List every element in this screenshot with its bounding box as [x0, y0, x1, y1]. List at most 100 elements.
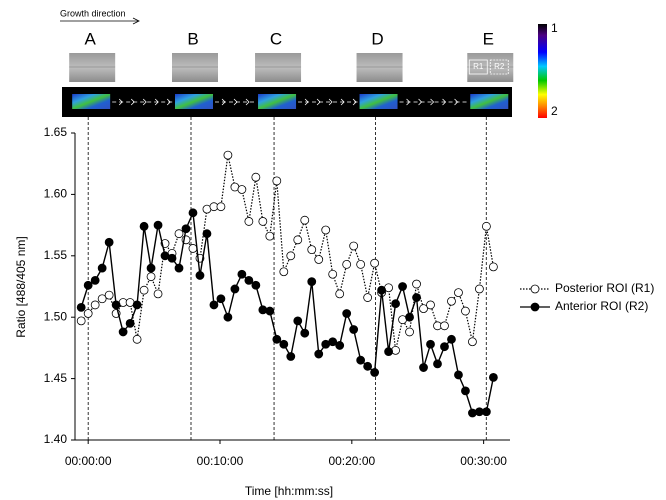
strip-arrowhead [154, 98, 159, 106]
inset-label: R1 [473, 62, 484, 71]
data-point [83, 280, 93, 290]
strip-patch [258, 94, 297, 109]
data-point [447, 296, 456, 306]
stage-label: C [270, 29, 282, 48]
data-point [279, 339, 289, 349]
strip-arrowhead [454, 98, 459, 106]
data-point [328, 269, 338, 279]
data-point [384, 347, 393, 356]
data-point [314, 349, 324, 359]
y-tick-label: 1.65 [44, 125, 68, 139]
data-point [405, 327, 414, 337]
data-point [454, 370, 463, 380]
data-point [363, 361, 373, 371]
data-point [363, 293, 373, 302]
legend-label: Posterior ROI (R1) [555, 281, 654, 295]
strip-arrowhead [142, 98, 147, 106]
stage-label: A [85, 29, 97, 48]
data-point [412, 279, 421, 289]
data-point [349, 325, 359, 334]
strip-arrowhead [316, 98, 321, 106]
data-point [97, 263, 107, 273]
stage-label: E [483, 29, 494, 48]
x-axis-title: Time [hh:mm:ss] [245, 484, 333, 498]
stage-image [255, 53, 302, 82]
data-point [482, 221, 491, 231]
data-point [335, 289, 345, 299]
strip-arrowhead [430, 98, 435, 106]
data-point [251, 280, 261, 290]
data-point [153, 289, 163, 299]
data-point [370, 258, 380, 268]
data-point [300, 328, 310, 338]
strip-arrowhead [418, 98, 423, 106]
stage-image [467, 53, 514, 82]
strip-arrowhead [328, 98, 333, 106]
data-point [167, 253, 177, 263]
data-point [356, 259, 366, 269]
data-point [398, 282, 407, 291]
data-point [321, 225, 331, 235]
data-point [468, 337, 477, 347]
y-axis-title: Ratio [488/405 nm] [14, 236, 28, 337]
data-point [223, 312, 233, 322]
data-point [349, 241, 359, 251]
data-point [342, 259, 352, 269]
data-point [237, 185, 247, 194]
data-point [139, 285, 149, 295]
direction-arrowhead [132, 17, 140, 25]
data-point [181, 224, 191, 234]
data-point [391, 299, 400, 309]
data-point [482, 407, 491, 417]
series-line [80, 210, 495, 414]
data-point [244, 217, 254, 226]
data-point [118, 327, 128, 337]
data-point [286, 352, 296, 361]
data-point [174, 229, 184, 239]
data-point [328, 337, 338, 347]
data-point [139, 221, 149, 231]
data-point [279, 267, 289, 277]
strip-patch [175, 94, 213, 109]
data-point [146, 272, 156, 282]
data-point [370, 368, 380, 377]
inset-box [468, 59, 488, 75]
data-point [293, 235, 303, 245]
data-point [76, 302, 86, 312]
data-point [419, 304, 428, 314]
stage-label: D [371, 29, 383, 48]
strip-arrowhead [245, 98, 250, 106]
strip-arrowhead [118, 98, 123, 106]
data-point [426, 300, 435, 310]
data-point [440, 321, 449, 331]
data-point [426, 339, 435, 349]
data-point [488, 372, 498, 382]
data-point [132, 300, 142, 310]
x-tick-label: 00:30:00 [460, 454, 507, 468]
data-point [461, 306, 470, 316]
strip-patch [72, 94, 111, 109]
y-tick-label: 1.55 [44, 248, 68, 262]
data-point [440, 342, 449, 352]
inset-box [489, 59, 509, 75]
legend-label: Anterior ROI (R2) [555, 299, 648, 313]
y-tick-label: 1.50 [44, 309, 68, 323]
data-point [216, 202, 226, 212]
stage-label: B [187, 29, 198, 48]
data-point [111, 300, 121, 310]
data-point [461, 386, 470, 396]
data-point [293, 316, 303, 326]
data-point [356, 355, 366, 365]
data-point [209, 300, 219, 310]
data-point [195, 271, 205, 280]
data-point [272, 176, 282, 186]
data-point [419, 363, 428, 372]
data-point [488, 262, 498, 272]
inset-label: R2 [494, 62, 505, 71]
data-point [244, 275, 254, 285]
strip-arrowhead [340, 98, 345, 106]
colorbar [538, 24, 547, 118]
stage-image [69, 53, 116, 82]
strip-arrowhead [352, 98, 357, 106]
strip-arrowhead [166, 98, 171, 106]
